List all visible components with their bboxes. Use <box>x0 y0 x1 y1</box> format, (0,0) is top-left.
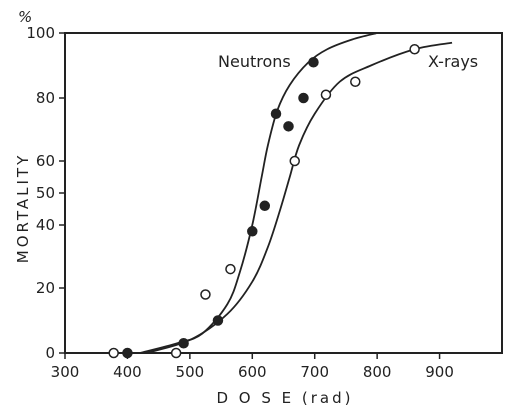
y-unit-label: % <box>18 8 32 26</box>
y-tick-label: 50 <box>36 184 55 202</box>
x-axis-title: D O S E (rad) <box>216 389 353 407</box>
xray-data-point <box>170 347 182 359</box>
x-axis-ticks: 300 400 500 600 700 800 900 <box>51 353 454 381</box>
fit-curves <box>139 32 453 354</box>
y-axis-ticks: 0 20 40 50 60 80 100 <box>26 24 65 362</box>
y-tick-label: 80 <box>36 89 55 107</box>
x-tick-label: 800 <box>363 363 392 381</box>
neutron-data-point <box>308 57 319 68</box>
data-points <box>108 44 420 359</box>
x-tick-label: 600 <box>238 363 267 381</box>
series-label-neutrons: Neutrons <box>218 52 291 71</box>
x-tick-label: 400 <box>113 363 142 381</box>
xray-data-point <box>350 76 361 87</box>
x-tick-label: 700 <box>300 363 329 381</box>
xray-data-point <box>409 44 420 55</box>
xray-data-point <box>289 155 300 167</box>
x-tick-label: 300 <box>51 363 80 381</box>
neutron-data-point <box>212 315 224 326</box>
y-tick-label: 60 <box>36 152 55 170</box>
y-tick-label: 40 <box>36 216 55 234</box>
y-tick-label: 20 <box>36 279 55 297</box>
xray-data-point <box>320 89 332 100</box>
xray-data-point <box>225 263 236 275</box>
neutron-data-point <box>283 121 294 132</box>
fit-curve-xrays <box>145 41 453 354</box>
xray-data-point <box>200 289 211 300</box>
y-tick-label: 0 <box>45 344 55 362</box>
neutron-data-point <box>259 200 271 212</box>
plot-frame <box>64 32 503 354</box>
neutron-data-point <box>298 92 309 104</box>
x-tick-label: 500 <box>176 363 205 381</box>
neutron-data-point <box>270 108 282 119</box>
y-axis-title: MORTALITY <box>14 153 32 263</box>
xray-data-point <box>108 347 119 359</box>
series-label-xrays: X-rays <box>428 52 478 71</box>
y-tick-label: 100 <box>26 24 55 42</box>
neutron-data-point <box>178 338 189 349</box>
x-tick-label: 900 <box>425 363 454 381</box>
neutron-data-point <box>247 226 258 237</box>
